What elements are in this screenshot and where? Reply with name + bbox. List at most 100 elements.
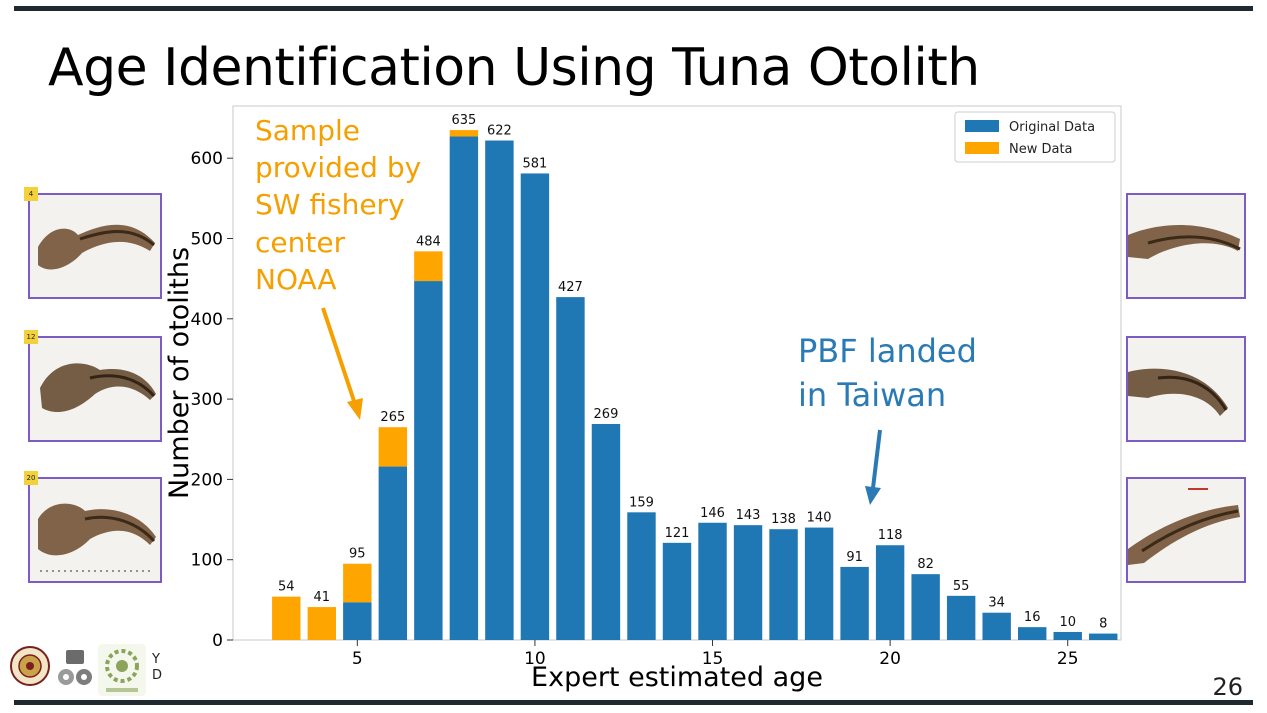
noaa-annotation-line-3: SW fishery xyxy=(255,188,405,221)
bar-original-data xyxy=(556,297,585,640)
x-tick-label: 25 xyxy=(1057,649,1079,669)
legend-label-new: New Data xyxy=(1009,142,1073,157)
noaa-annotation-line-1: Sample xyxy=(255,114,360,147)
taiwan-annotation: PBF landed in Taiwan xyxy=(798,332,977,414)
bar-original-data xyxy=(591,423,621,640)
bar-original-data xyxy=(1089,633,1118,640)
x-axis-ticks: 5 10 15 20 25 xyxy=(352,640,1079,669)
y-tick-label: 0 xyxy=(212,631,223,651)
bar-new-data xyxy=(378,427,408,467)
y-tick-label: 400 xyxy=(191,310,223,330)
y-tick-label: 200 xyxy=(191,470,223,490)
x-tick-label: 5 xyxy=(352,649,363,669)
bar-total-label: 16 xyxy=(1024,610,1041,625)
y-axis-ticks: 0 100 200 300 400 500 600 xyxy=(191,149,233,651)
bar-new-data xyxy=(449,130,479,137)
otolith-thumbnail-left-1 xyxy=(28,193,162,299)
y-tick-label: 100 xyxy=(191,551,223,571)
bar-new-data xyxy=(343,563,372,603)
noaa-arrow xyxy=(321,307,363,420)
bar-total-label: 41 xyxy=(314,590,331,605)
bar-total-label: 54 xyxy=(278,580,295,595)
bar-total-label: 138 xyxy=(771,512,796,527)
bottom-rule xyxy=(14,700,1253,705)
x-tick-label: 20 xyxy=(879,649,901,669)
bar-original-data xyxy=(449,136,479,640)
bar-total-label: 484 xyxy=(416,234,441,249)
bar-total-label: 140 xyxy=(807,511,832,526)
bar-original-data xyxy=(485,140,514,640)
bar-original-data xyxy=(1017,627,1047,640)
bar-original-data xyxy=(733,525,763,640)
otolith-thumbnail-right-2 xyxy=(1126,336,1246,442)
bar-original-data xyxy=(414,281,443,640)
legend-swatch-original xyxy=(965,120,999,132)
legend-label-original: Original Data xyxy=(1009,120,1095,135)
otolith-thumbnail-left-2 xyxy=(28,336,162,442)
bar-original-data xyxy=(627,512,656,640)
top-rule xyxy=(14,6,1253,11)
bar-new-data xyxy=(307,607,337,640)
bar-total-label: 118 xyxy=(878,528,903,543)
footer-text-line-2: D xyxy=(152,668,162,683)
toolmen-logo-icon xyxy=(98,644,146,696)
bar-original-data xyxy=(911,574,940,640)
bar-original-data xyxy=(946,595,976,640)
otolith-thumbnail-right-1 xyxy=(1126,193,1246,299)
slide-title: Age Identification Using Tuna Otolith xyxy=(48,38,980,98)
bar-original-data xyxy=(840,566,869,640)
noaa-annotation-line-5: NOAA xyxy=(255,263,337,296)
bar-new-data xyxy=(272,596,301,640)
taiwan-annotation-line-1: PBF landed xyxy=(798,332,977,370)
bar-total-label: 622 xyxy=(487,124,512,139)
bar-original-data xyxy=(875,545,905,640)
bar-original-data xyxy=(343,602,372,640)
bar-original-data xyxy=(662,542,692,640)
page-number: 26 xyxy=(1212,673,1243,701)
x-axis-label: Expert estimated age xyxy=(531,662,823,693)
bar-total-label: 581 xyxy=(523,156,548,171)
bar-original-data xyxy=(769,529,798,640)
thumbnail-tag-2: 12 xyxy=(24,330,38,344)
otolith-thumbnail-right-3 xyxy=(1126,477,1246,583)
y-tick-label: 300 xyxy=(191,390,223,410)
bar-total-label: 121 xyxy=(665,526,690,541)
bar-total-label: 91 xyxy=(846,550,863,565)
bar-total-label: 8 xyxy=(1099,617,1107,632)
y-axis-label: Number of otoliths xyxy=(164,247,195,499)
university-seal-icon xyxy=(10,646,50,686)
bar-original-data xyxy=(804,527,834,640)
taiwan-annotation-line-2: in Taiwan xyxy=(798,376,946,414)
otolith-thumbnail-left-3 xyxy=(28,477,162,583)
legend-swatch-new xyxy=(965,142,999,154)
bar-total-label: 55 xyxy=(953,579,970,594)
bar-original-data xyxy=(982,612,1011,640)
bars xyxy=(272,130,1118,640)
legend: Original Data New Data xyxy=(954,111,1116,163)
noaa-annotation-line-2: provided by xyxy=(255,151,421,184)
x-tick-label: 15 xyxy=(702,649,724,669)
bar-total-label: 34 xyxy=(988,596,1005,611)
bar-total-label: 10 xyxy=(1059,615,1076,630)
gear-logo-icon xyxy=(58,650,92,685)
bar-original-data xyxy=(378,466,408,640)
bar-new-data xyxy=(414,251,443,282)
y-tick-label: 500 xyxy=(191,229,223,249)
footer-logos: Y D xyxy=(10,644,180,696)
x-tick-label: 10 xyxy=(524,649,546,669)
bar-original-data xyxy=(1053,631,1082,640)
bar-value-labels: 54 41 95 265 484 635 622 581 427 269 159 121 146 143 1… xyxy=(278,113,1107,631)
thumbnail-tag-1: 4 xyxy=(24,187,38,201)
bar-total-label: 82 xyxy=(917,557,934,572)
bar-total-label: 95 xyxy=(349,547,366,562)
bar-total-label: 269 xyxy=(594,407,619,422)
bar-total-label: 146 xyxy=(700,506,725,521)
bar-total-label: 143 xyxy=(736,508,761,523)
taiwan-arrow xyxy=(865,429,882,505)
thumbnail-tag-3: 20 xyxy=(24,471,38,485)
bar-total-label: 427 xyxy=(558,280,583,295)
bar-total-label: 265 xyxy=(380,410,405,425)
bar-original-data xyxy=(698,522,727,640)
footer-text-line-1: Y xyxy=(151,652,160,667)
